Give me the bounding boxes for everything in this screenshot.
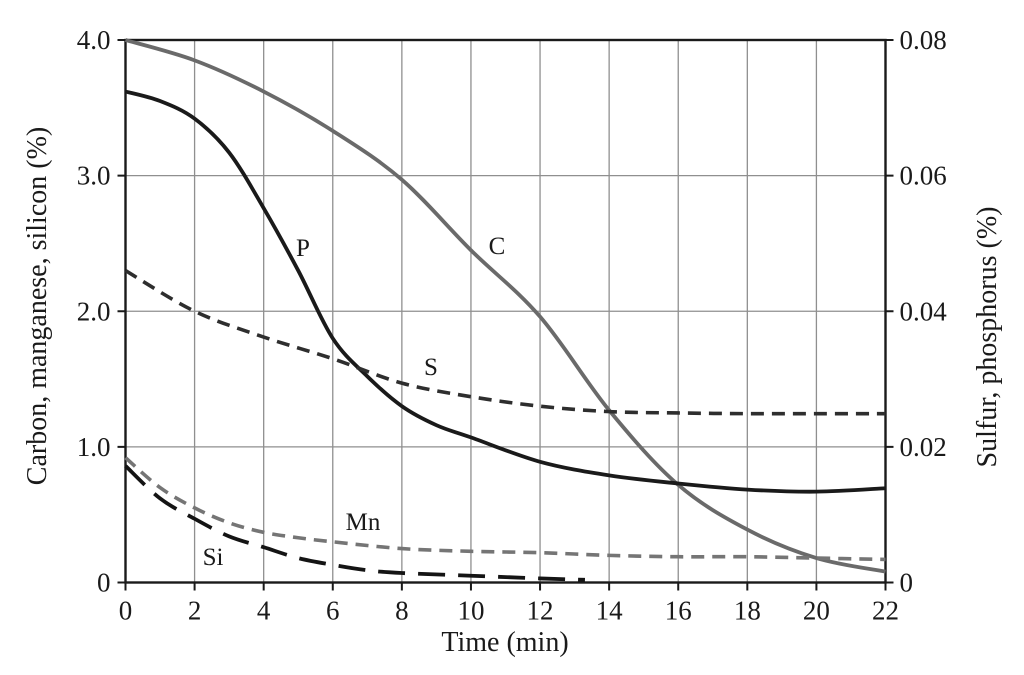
y-right-tick-label: 0.02 [900, 432, 947, 462]
y-left-tick-label: 1.0 [77, 432, 111, 462]
x-tick-label: 22 [872, 596, 899, 626]
series-C-curve [124, 38, 886, 574]
x-tick-label: 8 [395, 596, 409, 626]
y-left-tick-label: 2.0 [77, 296, 111, 326]
x-tick-label: 20 [803, 596, 830, 626]
x-tick-label: 0 [119, 596, 133, 626]
y-right-tick-label: 0 [900, 568, 914, 598]
x-tick-label: 14 [596, 596, 624, 626]
series-S-label: S [424, 354, 438, 381]
y-right-axis-title: Sulfur, phosphorus (%) [972, 206, 1003, 468]
y-left-tick-label: 4.0 [77, 25, 111, 55]
series-S-curve [124, 269, 886, 416]
series-Si-curve [124, 464, 586, 582]
x-tick-label: 12 [527, 596, 554, 626]
x-tick-label: 10 [457, 596, 484, 626]
y-right-tick-label: 0.04 [900, 296, 948, 326]
y-right-tick-label: 0.06 [900, 161, 947, 191]
series-Mn-curve [124, 456, 886, 562]
y-left-axis-title: Carbon, manganese, silicon (%) [22, 126, 53, 486]
y-left-tick-label: 0 [97, 568, 111, 598]
x-tick-label: 6 [326, 596, 340, 626]
series-P-curve [124, 89, 886, 494]
x-tick-label: 4 [257, 596, 271, 626]
x-axis-title: Time (min) [441, 627, 569, 658]
series-P-label: P [296, 235, 310, 262]
x-tick-label: 18 [734, 596, 761, 626]
x-tick-label: 16 [665, 596, 692, 626]
series-Mn-label: Mn [346, 509, 381, 536]
series-Si-label: Si [203, 544, 224, 571]
y-left-tick-label: 3.0 [77, 161, 111, 191]
series-C-label: C [489, 233, 506, 260]
y-right-tick-label: 0.08 [900, 25, 947, 55]
x-tick-label: 2 [188, 596, 202, 626]
